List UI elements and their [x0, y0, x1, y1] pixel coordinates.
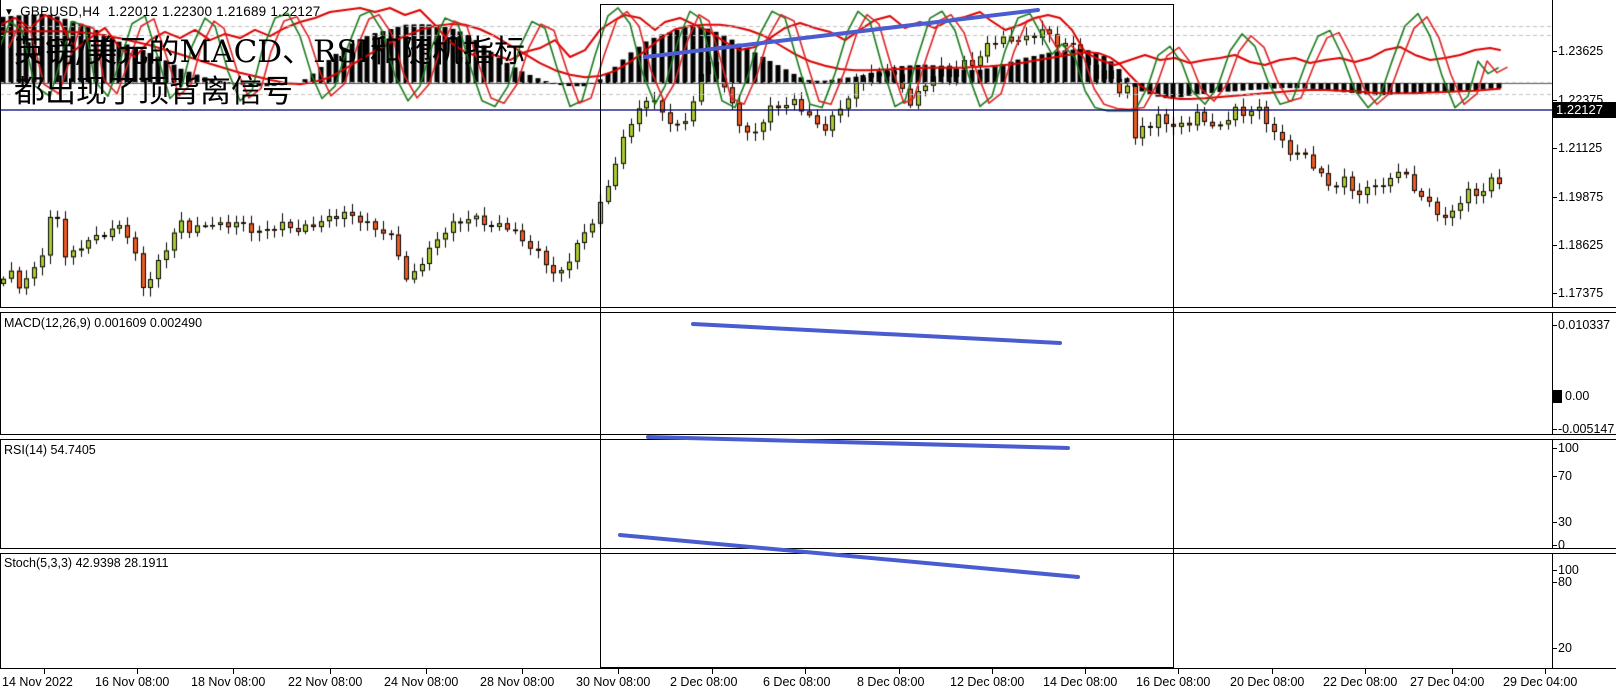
time-axis-tick: [1545, 669, 1546, 674]
price-axis-label: 1.21125: [1558, 141, 1603, 155]
time-axis-tick: [233, 669, 234, 674]
macd-axis-label-tick: [1552, 429, 1557, 430]
annotation-line2: 都出现了顶背离信号: [14, 74, 293, 110]
time-axis-label: 18 Nov 08:00: [191, 675, 266, 689]
time-axis-tick: [44, 669, 45, 674]
stoch-axis-label-tick: [1552, 570, 1557, 571]
rsi-axis-label: 100: [1558, 441, 1579, 455]
price-axis-label-tick: [1552, 293, 1557, 294]
time-axis-tick: [522, 669, 523, 674]
time-axis-label: 14 Nov 2022: [2, 675, 73, 689]
rsi-axis-label: 0: [1558, 538, 1565, 552]
panel-separator-macd[interactable]: [0, 307, 1616, 313]
current-price-badge: 1.22127: [1553, 102, 1616, 118]
ohlc-high: 1.22300: [162, 4, 213, 19]
price-axis-label-tick: [1552, 51, 1557, 52]
macd-label: MACD(12,26,9) 0.001609 0.002490: [4, 316, 203, 330]
price-axis-label: 1.18625: [1558, 238, 1604, 252]
rsi-axis-label-tick: [1552, 448, 1557, 449]
time-axis-label: 28 Nov 08:00: [480, 675, 555, 689]
highlight-rectangle[interactable]: [600, 4, 1174, 668]
time-axis-label: 29 Dec 04:00: [1503, 675, 1578, 689]
stoch-axis-label-tick: [1552, 582, 1557, 583]
annotation-line1: 英镑/美元的MACD、RSI和随机指标: [14, 34, 525, 70]
stoch-axis-label-tick: [1552, 648, 1557, 649]
time-axis-label: 24 Nov 08:00: [384, 675, 459, 689]
divergence-annotation-text: 英镑/美元的MACD、RSI和随机指标 都出现了顶背离信号: [14, 32, 525, 112]
ohlc-close: 1.22127: [270, 4, 321, 19]
price-axis-label: 1.19875: [1558, 190, 1604, 204]
price-axis-label: 1.23625: [1558, 44, 1604, 58]
rsi-axis-label: 30: [1558, 515, 1572, 529]
rsi-axis-label: 70: [1558, 469, 1572, 483]
time-axis-tick: [899, 669, 900, 674]
stoch-label: Stoch(5,3,3) 42.9398 28.1911: [4, 556, 169, 570]
time-axis-tick: [1365, 669, 1366, 674]
time-axis-line: [0, 668, 1616, 669]
price-axis-label: 1.17375: [1558, 286, 1604, 300]
price-axis-label-tick: [1552, 197, 1557, 198]
rsi-label: RSI(14) 54.7405: [4, 443, 96, 457]
rsi-axis-label-tick: [1552, 476, 1557, 477]
time-axis-tick: [1085, 669, 1086, 674]
symbol-period-label: GBPUSD,H4: [20, 4, 100, 19]
time-axis-tick: [1272, 669, 1273, 674]
macd-axis-label-tick: [1552, 325, 1557, 326]
time-axis-label: 20 Dec 08:00: [1230, 675, 1305, 689]
time-axis-tick: [805, 669, 806, 674]
price-axis-label: 1.22375: [1558, 93, 1604, 107]
stoch-axis-label: 20: [1558, 641, 1572, 655]
price-axis-border: [1552, 0, 1553, 668]
time-axis-label: 27 Dec 04:00: [1410, 675, 1485, 689]
price-axis-label-tick: [1552, 100, 1557, 101]
symbol-dropdown-icon[interactable]: ▼: [4, 7, 15, 18]
price-axis-label-tick: [1552, 245, 1557, 246]
time-axis-label: 22 Dec 08:00: [1323, 675, 1398, 689]
stoch-axis-label: 100: [1558, 563, 1579, 577]
time-axis-label: 6 Dec 08:00: [763, 675, 831, 689]
time-axis-tick: [712, 669, 713, 674]
time-axis-label: 30 Nov 08:00: [576, 675, 651, 689]
ohlc-open: 1.22012: [107, 4, 159, 19]
time-axis-label: 12 Dec 08:00: [950, 675, 1025, 689]
chart-left-border: [0, 0, 1, 668]
time-axis-label: 16 Nov 08:00: [95, 675, 170, 689]
price-axis-label-tick: [1552, 148, 1557, 149]
macd-axis-label: 0.010337: [1558, 318, 1611, 332]
rsi-axis-label-tick: [1552, 522, 1557, 523]
ohlc-low: 1.21689: [216, 4, 267, 19]
time-axis-tick: [330, 669, 331, 674]
time-axis-label: 22 Nov 08:00: [288, 675, 363, 689]
time-axis-label: 14 Dec 08:00: [1043, 675, 1118, 689]
time-axis-tick: [1178, 669, 1179, 674]
rsi-axis-label-tick: [1552, 545, 1557, 546]
macd-zero-axis-label: 0.00: [1565, 389, 1590, 403]
time-axis-tick: [137, 669, 138, 674]
macd-current-value-marker: [1553, 390, 1562, 403]
symbol-ohlc-header: ▼ GBPUSD,H4 1.22012 1.22300 1.21689 1.221…: [4, 4, 321, 19]
time-axis-tick: [992, 669, 993, 674]
time-axis-label: 2 Dec 08:00: [670, 675, 738, 689]
time-axis-label: 16 Dec 08:00: [1136, 675, 1211, 689]
time-axis-tick: [618, 669, 619, 674]
time-axis-tick: [1452, 669, 1453, 674]
stoch-axis-label: 80: [1558, 575, 1572, 589]
macd-axis-label: -0.005147: [1558, 422, 1615, 436]
time-axis-tick: [426, 669, 427, 674]
time-axis-label: 8 Dec 08:00: [857, 675, 925, 689]
